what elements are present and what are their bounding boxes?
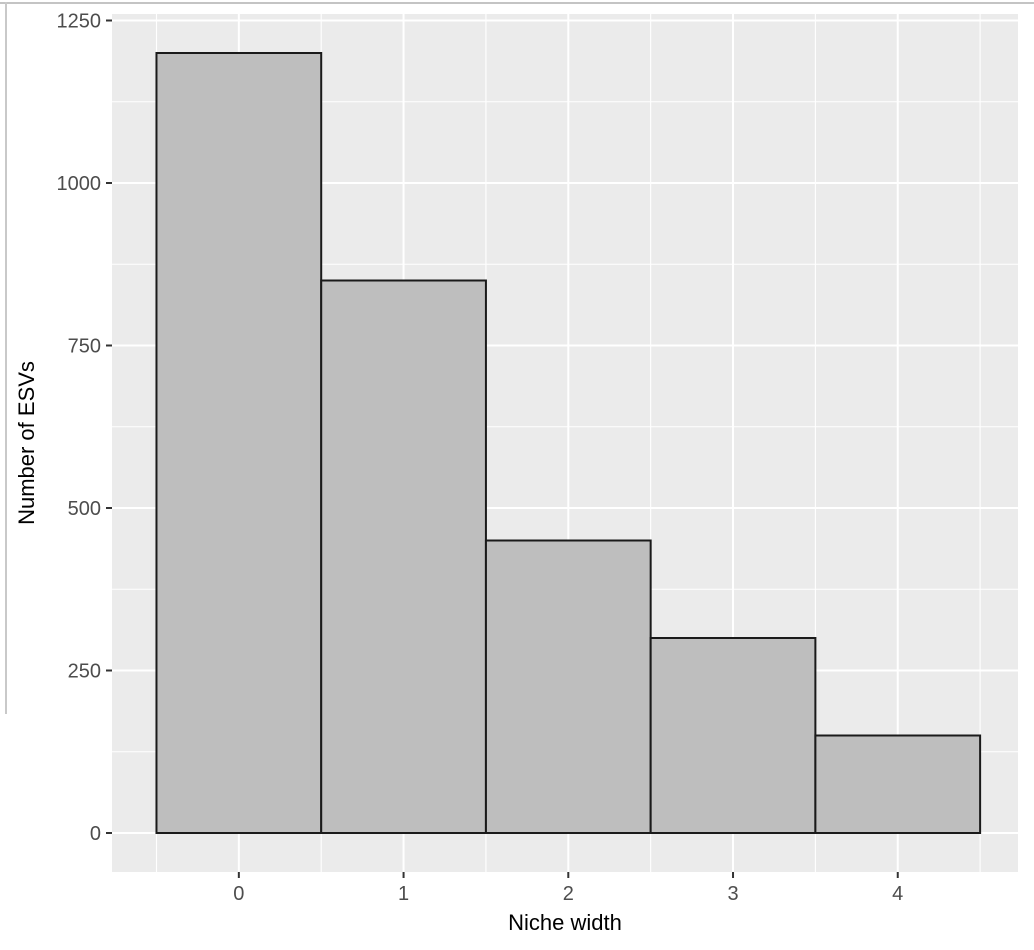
tick-marks	[106, 19, 899, 878]
x-axis-tick-label: 1	[398, 883, 409, 905]
y-axis-tick-label: 250	[68, 660, 101, 682]
y-axis-tick-label: 500	[68, 498, 101, 520]
y-axis-title: Number of ESVs	[14, 361, 39, 525]
x-axis-tick-label: 3	[727, 883, 738, 905]
x-axis-tick-label: 0	[233, 883, 244, 905]
histogram-bar	[649, 637, 817, 834]
bars	[155, 52, 982, 834]
histogram-bar	[320, 279, 487, 834]
tick-labels: 0 250 500 750 1000 1250 0 1 2 3 4	[57, 10, 904, 905]
window-top-border	[0, 2, 1034, 4]
histogram-bar	[155, 52, 323, 834]
histogram-bar	[814, 734, 982, 834]
x-axis-tick-label: 4	[892, 883, 903, 905]
histogram-bar	[484, 539, 652, 834]
x-axis-tick-label: 2	[563, 883, 574, 905]
y-axis-tick-label: 1000	[57, 173, 102, 195]
x-axis-title: Niche width	[508, 910, 622, 935]
y-axis-tick-label: 1250	[57, 10, 102, 32]
y-axis-tick-label: 0	[90, 823, 101, 845]
y-axis-tick-label: 750	[68, 335, 101, 357]
window-left-border	[5, 2, 7, 714]
